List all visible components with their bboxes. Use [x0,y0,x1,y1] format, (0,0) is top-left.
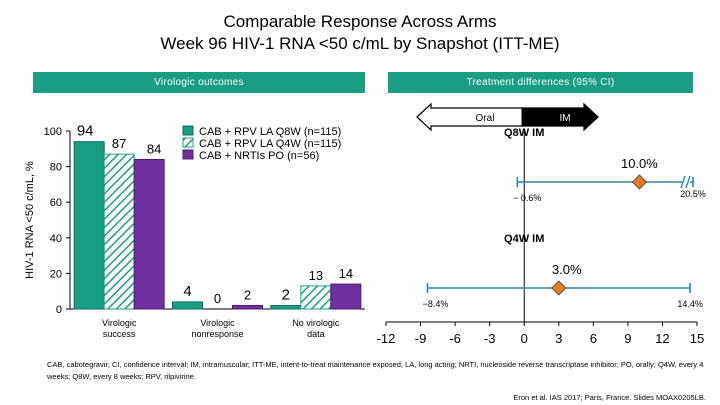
forest-x-tick-label: 9 [624,331,631,346]
bar-q8w [73,141,105,310]
ci-upper-label: 20.5% [680,189,706,199]
footnote-abbreviations: CAB, cabotegravir; CI, confidence interv… [47,360,704,381]
slide-title-line2: Week 96 HIV-1 RNA <50 c/mL by Snapshot (… [160,34,560,53]
category-label-line: data [307,329,325,339]
bar-q8w [172,301,203,310]
y-tick-label: 100 [44,126,62,138]
bar-q4w [300,285,332,310]
bar-value-label: 94 [77,123,94,140]
legend-swatch [182,125,194,136]
point-estimate-diamond [551,280,567,296]
bar-value-label: 2 [282,286,290,303]
axis-break-mark [685,175,691,189]
bar-value-label: 4 [183,283,191,300]
point-estimate-label: 10.0% [621,156,658,171]
forest-x-tick-label: -9 [415,331,427,346]
axis-break-mark [680,175,686,189]
bar-value-label: 14 [339,266,353,281]
point-estimate-label: 3.0% [552,262,582,277]
bar-value-label: 0 [214,291,221,306]
bar-value-label: 87 [112,136,126,151]
category-label-line: Virologic [102,318,137,328]
arrow-im [521,102,599,132]
bar-q4w [103,153,135,310]
y-tick-label: 60 [50,197,62,209]
arrow-im-label: IM [559,113,570,124]
bar-po [232,304,263,310]
category-label: No virologic data [292,318,340,339]
forest-chart: Oral IM Q8W IM 10.0% − 0.6% 20.5% Q4W IM 3.0% −8… [377,102,706,346]
legend-label: CAB + NRTIs PO (n=56) [199,150,319,162]
bar-value-label: 13 [309,268,323,283]
slide-title-line1: Comparable Response Across Arms [223,12,497,31]
category-label: Virologic success [102,318,137,339]
y-axis-title: HIV-1 RNA <50 c/mL, % [24,161,36,279]
category-label-line: success [103,329,136,339]
y-tick-label: 20 [50,268,62,280]
arrow-oral-label: Oral [476,113,495,124]
ci-lower-label: − 0.6% [513,193,541,203]
category-label-line: No virologic [292,318,340,328]
category-label-line: nonresponse [191,329,243,339]
forest-x-tick-label: 0 [521,331,528,346]
bar-value-label: 2 [244,287,251,302]
row-label: Q8W IM [504,127,544,139]
row-label: Q4W IM [504,233,544,245]
forest-x-tick-label: 15 [690,331,704,346]
virologic-outcomes-header: Virologic outcomes [33,72,365,93]
y-tick-label: 0 [56,304,62,316]
bar-po [330,283,362,310]
y-tick-label: 40 [50,233,62,245]
forest-x-tick-label: -3 [484,331,496,346]
bar-value-label: 84 [147,141,161,156]
ci-upper-label: 14.4% [677,299,703,309]
legend-label: CAB + RPV LA Q8W (n=115) [199,126,341,138]
bar-po [133,158,165,310]
forest-x-tick-label: -12 [377,331,396,346]
forest-x-tick-label: -6 [449,331,461,346]
forest-x-tick-label: 3 [555,331,562,346]
citation: Eron et al. IAS 2017; Paris, France. Sli… [513,393,706,402]
legend-swatch [182,137,194,148]
y-tick-label: 80 [50,162,62,174]
forest-x-tick-label: 6 [590,331,597,346]
category-label-line: Virologic [200,318,235,328]
point-estimate-diamond [631,174,648,190]
ci-lower-label: −8.4% [423,299,449,309]
legend-label: CAB + RPV LA Q4W (n=115) [199,138,341,150]
legend-swatch [182,149,194,160]
bar-q8w [270,304,302,310]
treatment-differences-header: Treatment differences (95% CI) [388,72,693,93]
category-label: Virologic nonresponse [191,318,243,339]
forest-x-tick-label: 12 [655,331,669,346]
